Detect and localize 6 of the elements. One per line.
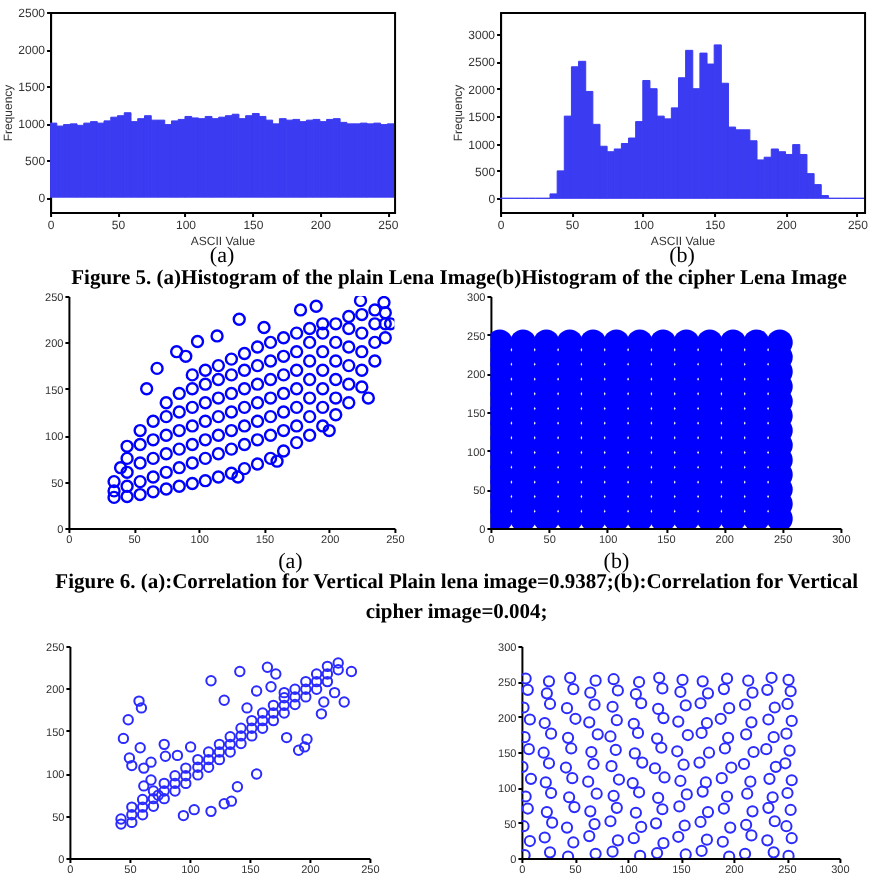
caption: Figure 5. (a)Histogram of the plain Lena Image(b)Histogram of the cipher Lena Image: [71, 268, 848, 290]
caption: Figure 6. (a):Correlation for Vertical Plain lena image=0.9387;(b):Correlation for Vertical cipher image=0.004;: [55, 572, 859, 624]
text: (a): [278, 550, 304, 574]
text: (b): [669, 244, 696, 268]
text: (b): [603, 550, 630, 574]
text: (a): [209, 244, 235, 268]
